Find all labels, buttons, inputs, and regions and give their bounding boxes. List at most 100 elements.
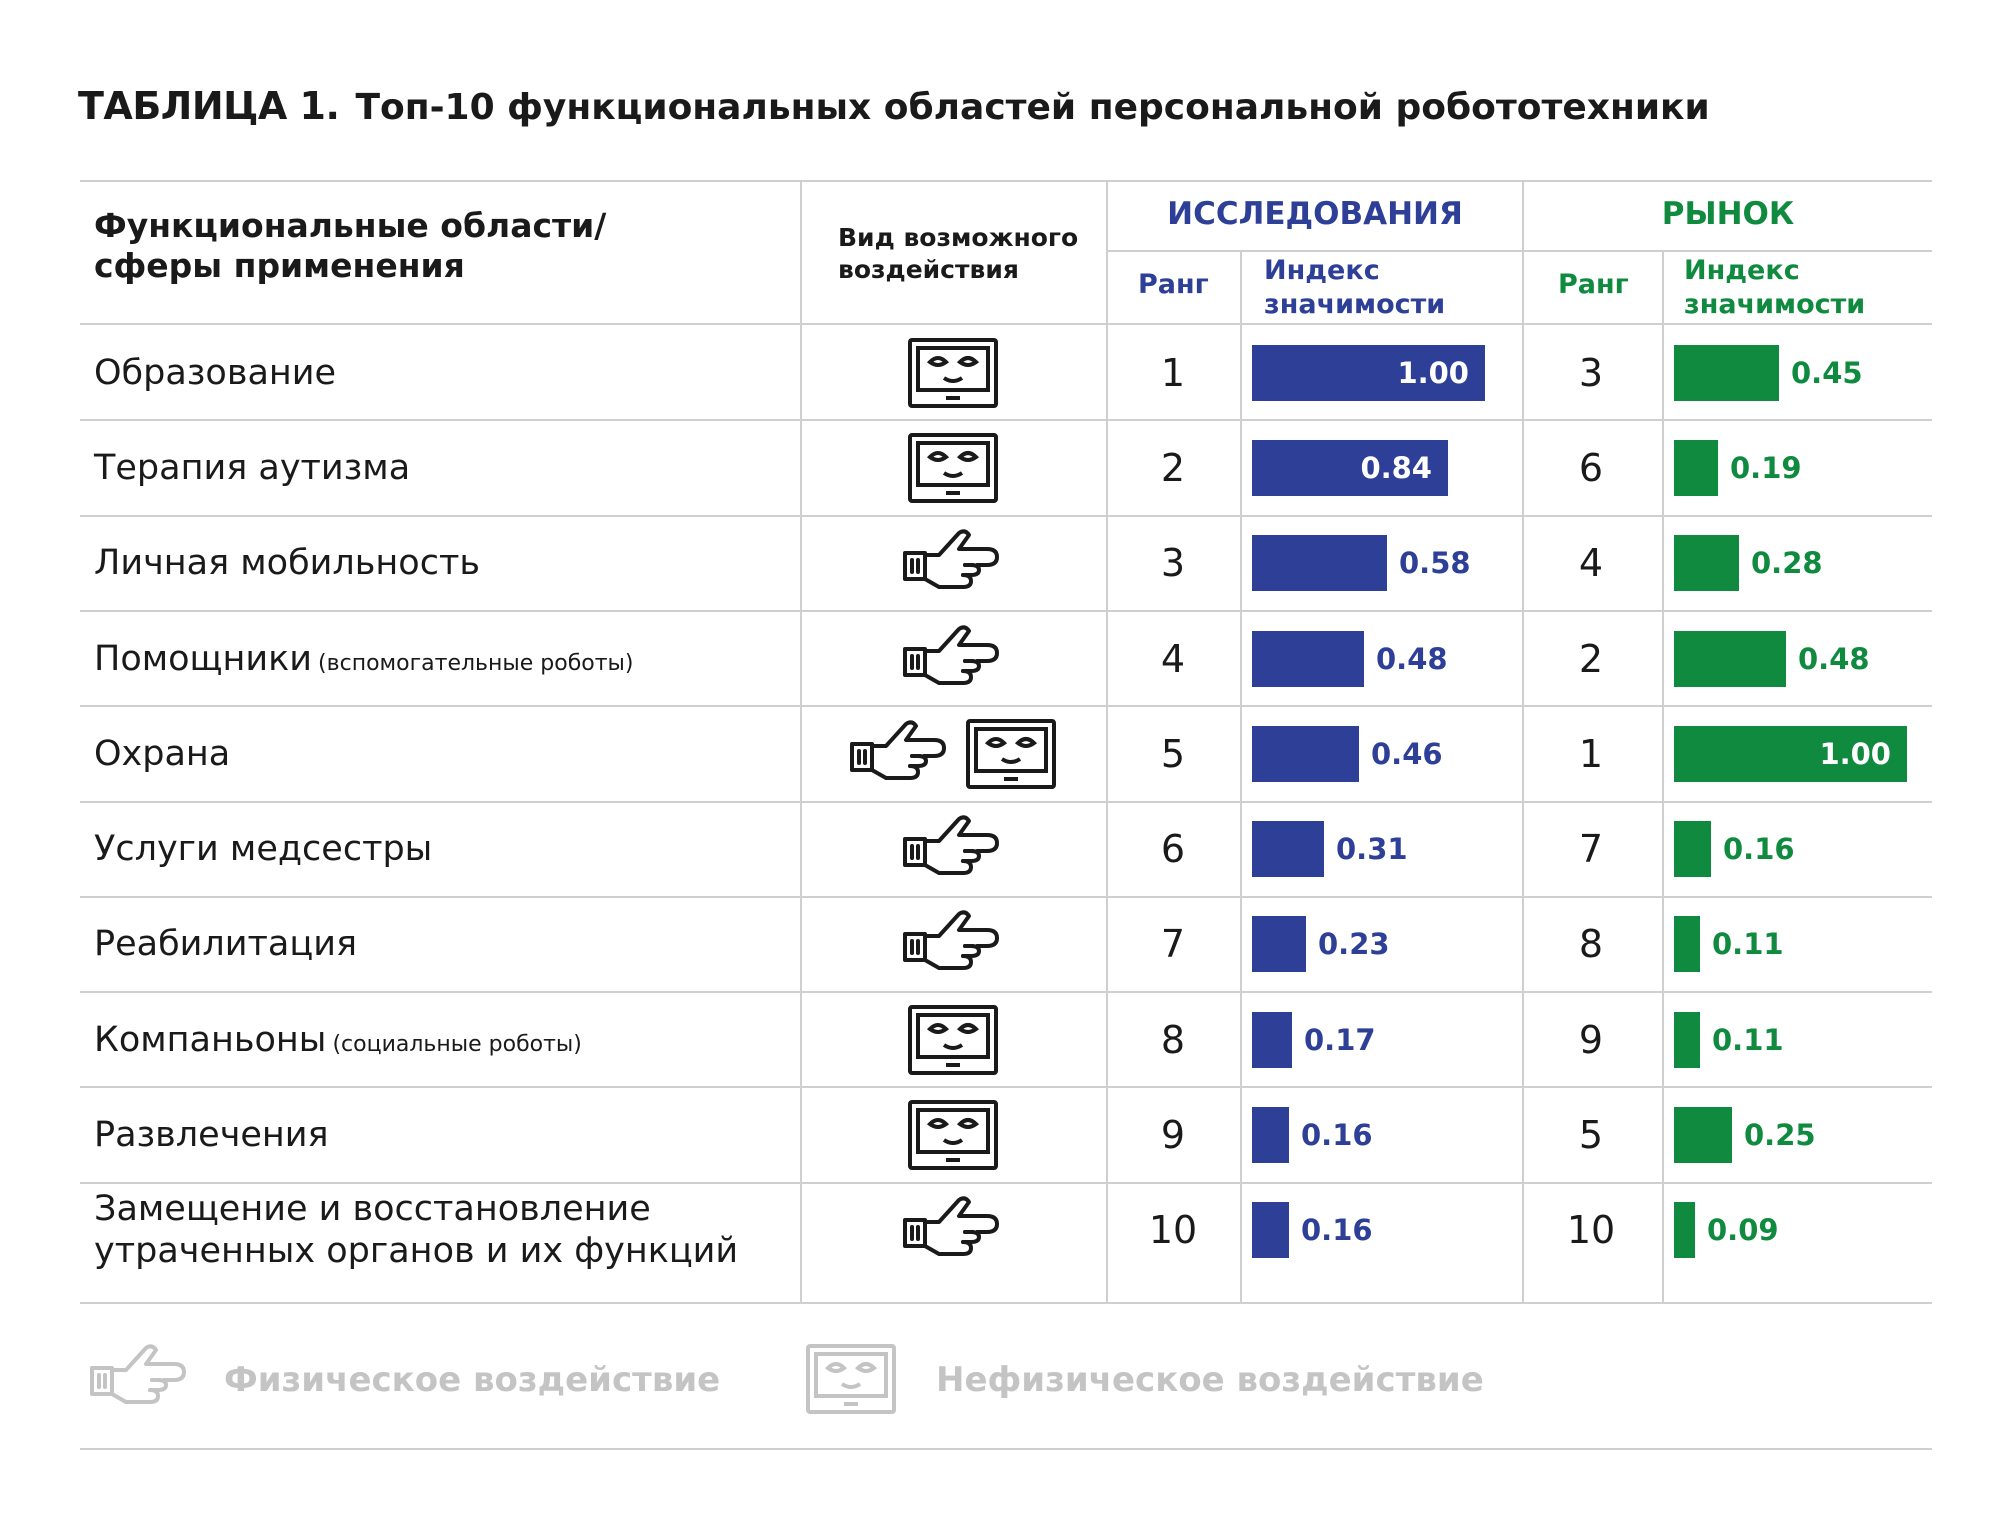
- row-name-text: Помощники: [94, 638, 313, 679]
- market-rank: 7: [1578, 827, 1604, 872]
- row-name: Личная мобильность: [94, 542, 480, 584]
- market-rank: 4: [1578, 541, 1604, 586]
- research-rank: 1: [1160, 350, 1186, 395]
- header-market: РЫНОК: [1661, 196, 1795, 232]
- header-market-rank: Ранг: [1558, 269, 1629, 300]
- row-name: Помощники (вспомогательные роботы): [94, 638, 634, 685]
- header-market-index: Индекс значимости: [1684, 254, 1865, 322]
- market-index-value: 0.19: [1730, 450, 1802, 485]
- research-rank: 4: [1160, 636, 1186, 681]
- screen-face-icon: [806, 1344, 896, 1414]
- row-divider: [80, 705, 1932, 708]
- market-rank: 8: [1578, 922, 1604, 967]
- row-divider: [80, 1181, 1932, 1184]
- header-impact-line1: Вид возможного: [838, 223, 1079, 252]
- header-research-rank: Ранг: [1138, 269, 1209, 300]
- market-index-value: 0.28: [1751, 546, 1823, 581]
- col-divider: [800, 180, 802, 1302]
- research-index-value: 0.31: [1336, 832, 1408, 867]
- research-index-value: 0.46: [1371, 736, 1443, 771]
- rule-top: [80, 180, 1932, 182]
- market-index-bar: [1674, 344, 1779, 401]
- market-rank: 3: [1578, 350, 1604, 395]
- market-index-bar: [1674, 916, 1700, 973]
- row-divider: [80, 991, 1932, 994]
- research-index-value: 0.23: [1318, 927, 1390, 962]
- research-index-bar: [1252, 1011, 1292, 1068]
- header-index-line1: Индекс: [1684, 255, 1800, 286]
- hand-icon: [903, 910, 999, 971]
- rule-header: [80, 323, 1932, 325]
- research-index-value: 0.48: [1376, 641, 1448, 676]
- market-index-bar: [1674, 1011, 1700, 1068]
- row-name-note: (вспомогательные роботы): [318, 650, 634, 676]
- research-index-bar: [1252, 344, 1485, 401]
- row-name-line1: Замещение и восстановление: [94, 1189, 651, 1230]
- row-divider: [80, 419, 1932, 422]
- row-name: Терапия аутизма: [94, 447, 410, 489]
- hand-icon: [903, 815, 999, 876]
- hand-icon: [903, 529, 999, 590]
- market-index-value: 0.11: [1712, 1022, 1784, 1057]
- hand-icon: [903, 624, 999, 685]
- header-index-line1: Индекс: [1264, 255, 1380, 286]
- hand-icon: [90, 1344, 186, 1404]
- row-name: Реабилитация: [94, 923, 357, 965]
- market-index-bar: [1674, 725, 1907, 782]
- col-divider: [1106, 180, 1108, 1302]
- header-impact: Вид возможного воздействия: [838, 222, 1078, 286]
- research-rank: 7: [1160, 922, 1186, 967]
- row-name: Замещение и восстановление утраченных орг…: [94, 1188, 738, 1272]
- row-name-line2: утраченных органов и их функций: [94, 1231, 739, 1272]
- research-index-value: 0.16: [1301, 1213, 1373, 1248]
- rule-subheader: [1108, 250, 1932, 252]
- row-name: Развлечения: [94, 1114, 329, 1156]
- market-index-bar: [1674, 821, 1711, 878]
- row-divider: [80, 895, 1932, 898]
- header-areas: Функциональные области/ сферы применения: [94, 206, 606, 286]
- market-rank: 9: [1578, 1017, 1604, 1062]
- row-name-text: Охрана: [94, 733, 231, 774]
- research-index-value: 1.00: [1397, 355, 1469, 390]
- research-index-value: 0.84: [1360, 450, 1432, 485]
- row-name-text: Реабилитация: [94, 924, 357, 965]
- research-index-bar: [1252, 630, 1364, 687]
- hand-icon: [903, 1196, 999, 1257]
- research-rank: 10: [1148, 1208, 1198, 1253]
- market-index-bar: [1674, 630, 1786, 687]
- market-index-value: 1.00: [1819, 736, 1891, 771]
- header-areas-line2: сферы применения: [94, 246, 465, 285]
- table-title: ТАБЛИЦА 1. Топ-10 функциональных областей…: [78, 84, 1710, 128]
- row-name: Охрана: [94, 733, 230, 775]
- row-divider: [80, 514, 1932, 517]
- research-index-value: 0.17: [1304, 1022, 1376, 1057]
- research-rank: 6: [1160, 827, 1186, 872]
- row-name-text: Личная мобильность: [94, 543, 480, 584]
- market-index-bar: [1674, 1202, 1695, 1259]
- header-index-line2: значимости: [1264, 289, 1446, 320]
- col-divider: [1522, 180, 1524, 1302]
- row-divider: [80, 609, 1932, 612]
- row-name-note: (социальные роботы): [332, 1031, 582, 1057]
- header-research-index: Индекс значимости: [1264, 254, 1445, 322]
- hand-icon: [850, 720, 946, 780]
- market-index-bar: [1674, 439, 1718, 496]
- screen-face-icon: [908, 1004, 998, 1075]
- market-rank: 6: [1578, 445, 1604, 490]
- research-index-value: 0.16: [1301, 1118, 1373, 1153]
- header-research: ИССЛЕДОВАНИЯ: [1167, 196, 1463, 232]
- row-name-text: Развлечения: [94, 1115, 329, 1156]
- research-index-value: 0.58: [1399, 546, 1471, 581]
- row-name-text: Терапия аутизма: [94, 447, 411, 488]
- table-caption: Топ-10 функциональных областей персональ…: [355, 87, 1710, 128]
- research-index-bar: [1252, 535, 1387, 592]
- research-rank: 3: [1160, 541, 1186, 586]
- legend-nonphysical: Нефизическое воздействие: [936, 1360, 1484, 1400]
- rule-legend: [80, 1448, 1932, 1450]
- research-index-bar: [1252, 916, 1306, 973]
- market-index-value: 0.16: [1723, 832, 1795, 867]
- research-rank: 2: [1160, 445, 1186, 490]
- market-index-value: 0.09: [1707, 1213, 1779, 1248]
- col-divider: [1240, 250, 1242, 1302]
- research-index-bar: [1252, 1107, 1289, 1164]
